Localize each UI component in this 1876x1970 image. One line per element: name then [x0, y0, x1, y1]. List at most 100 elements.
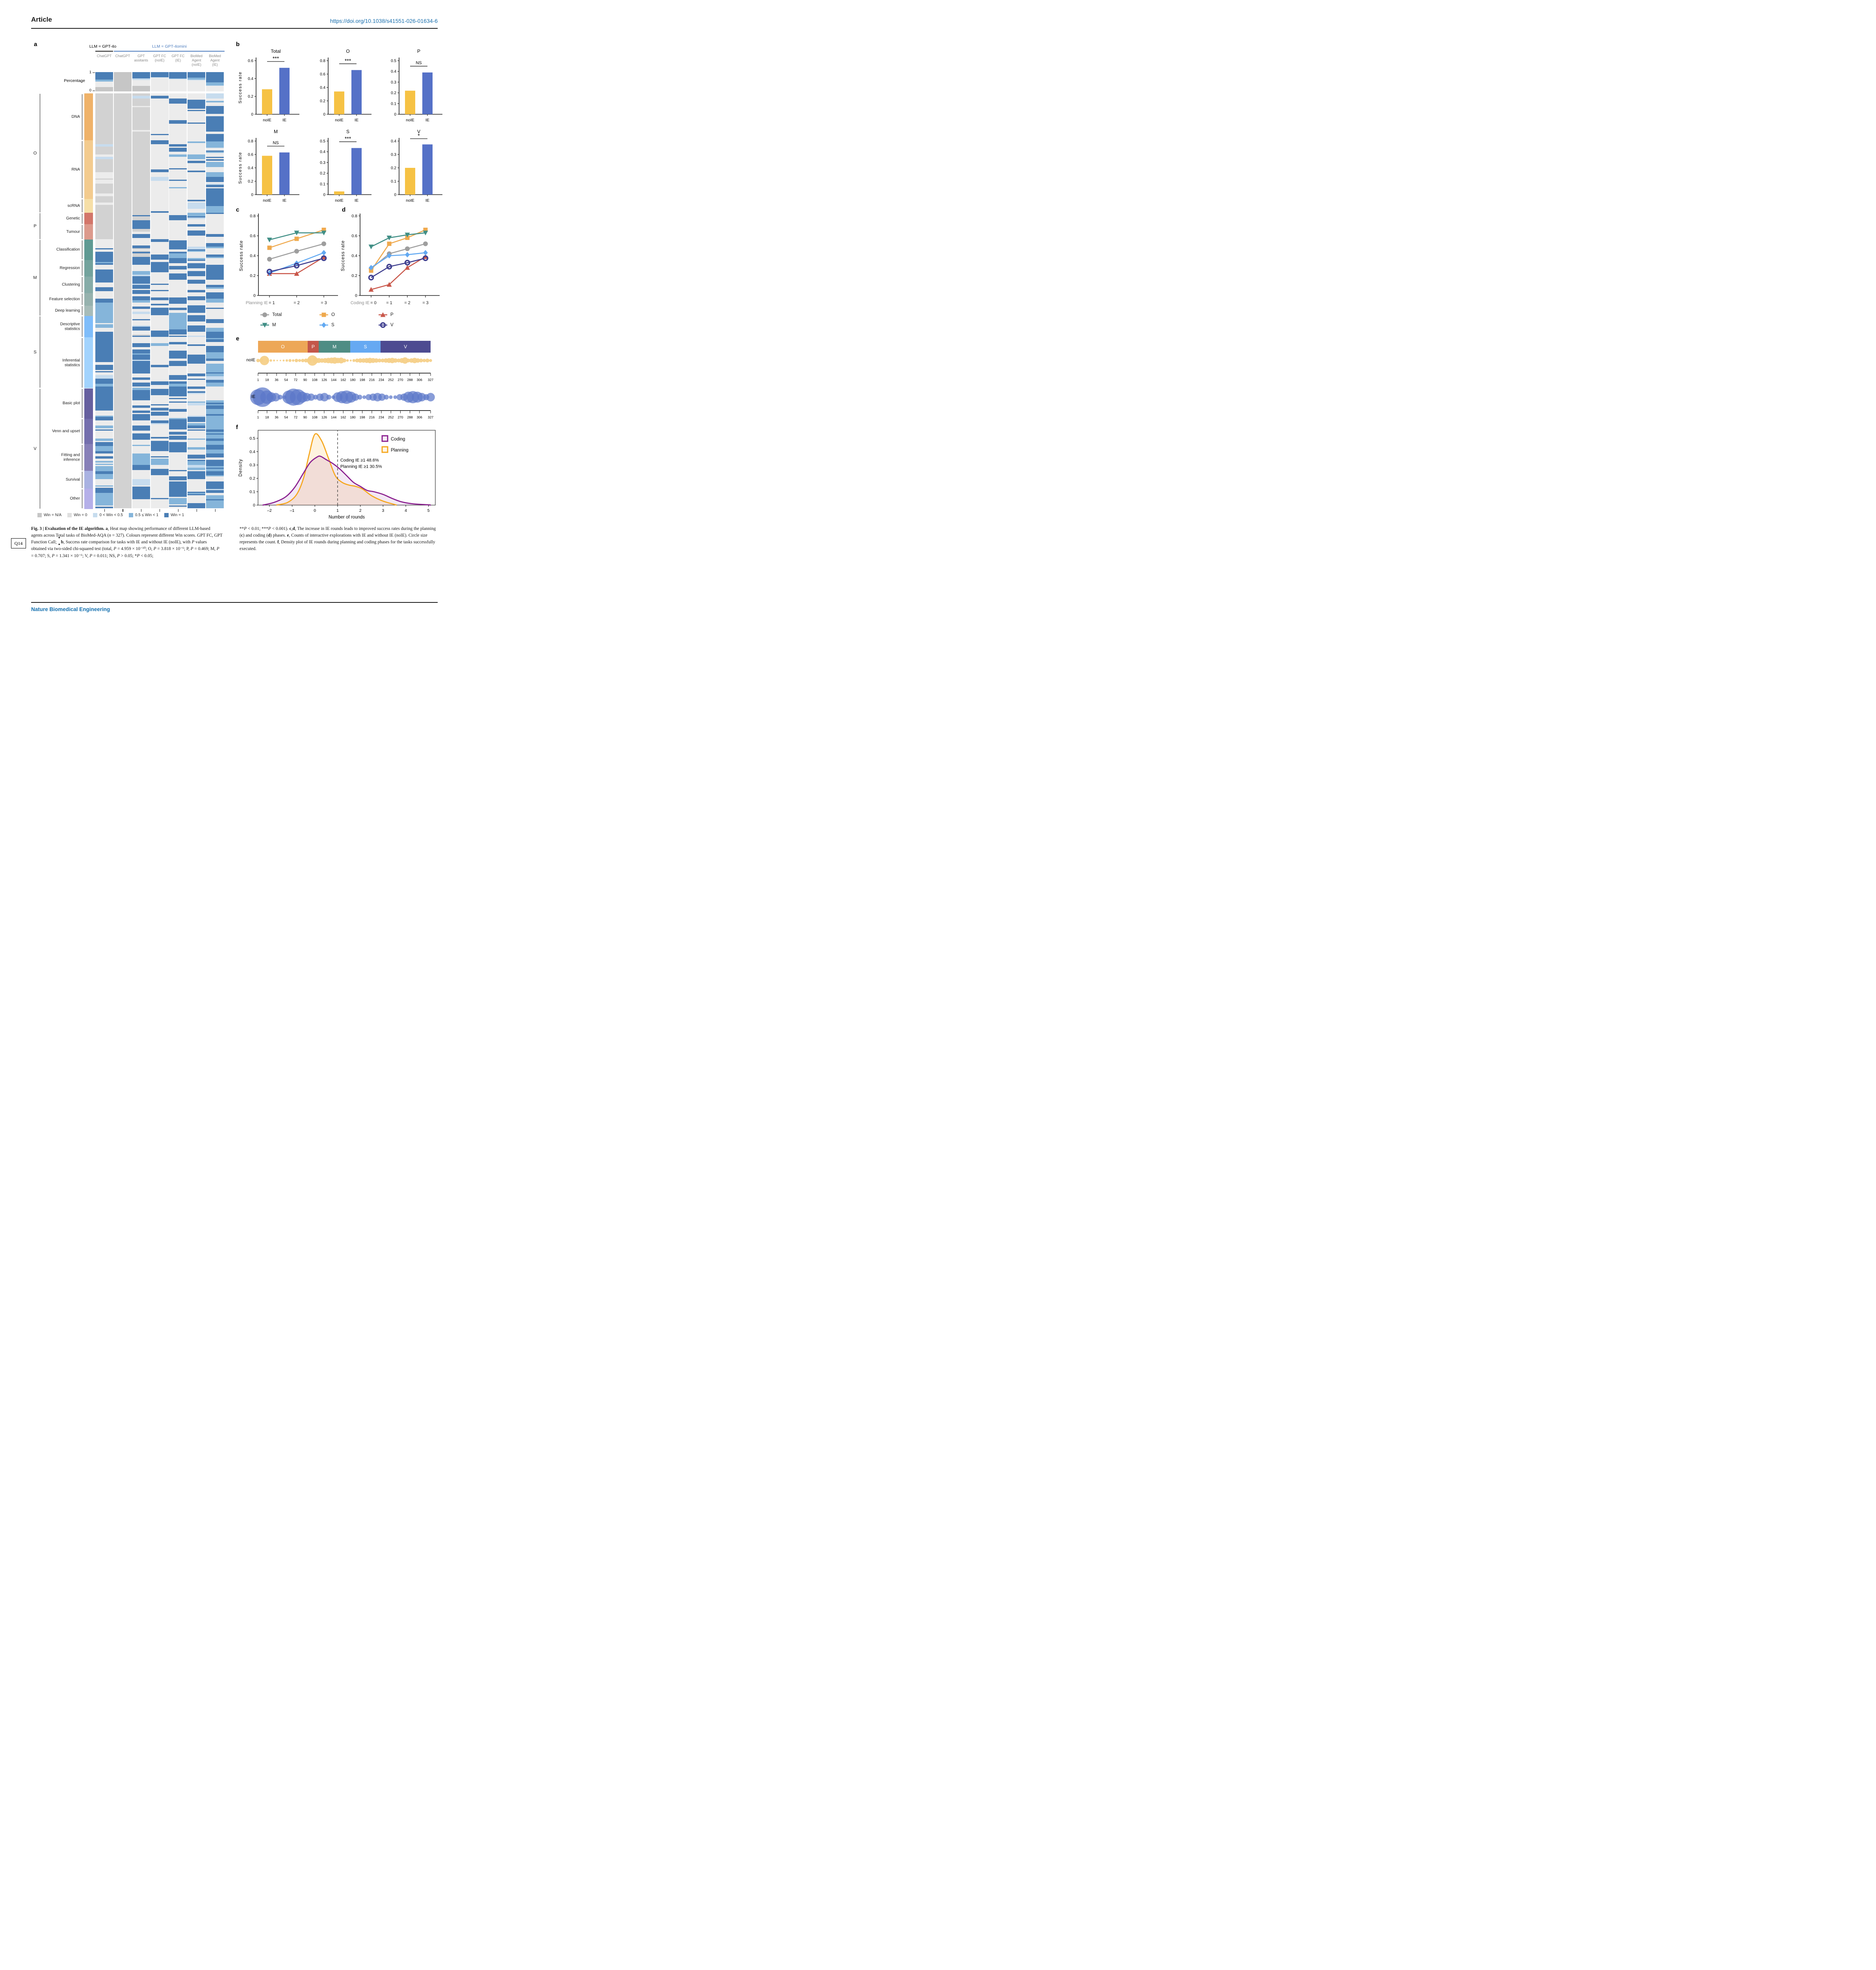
heatmap-cell: [132, 351, 150, 352]
heatmap-cell: [169, 167, 187, 168]
heatmap-cell: [132, 129, 150, 130]
heatmap-cell: [95, 283, 113, 285]
heatmap-cell: [188, 147, 206, 148]
heatmap-column: [206, 93, 224, 509]
percentage-tickmark-top: [93, 72, 95, 73]
heatmap-cell: [132, 444, 150, 446]
heatmap-cell: [132, 385, 150, 387]
heatmap-cell: [206, 470, 224, 472]
percentage-segment: [132, 78, 150, 80]
svg-text:= 0: = 0: [370, 301, 377, 305]
heatmap-cell: [113, 254, 132, 256]
heatmap-cell: [95, 119, 113, 120]
heatmap-cell: [169, 116, 187, 118]
svg-text:–1: –1: [290, 508, 295, 513]
heatmap-cell: [113, 283, 132, 285]
heatmap-cell: [169, 388, 187, 390]
heatmap-cell: [169, 244, 187, 246]
heatmap-cell: [206, 159, 224, 161]
heatmap-cell: [169, 195, 187, 196]
heatmap-cell: [95, 257, 113, 258]
heatmap-cell: [188, 230, 206, 232]
heatmap-cell: [113, 276, 132, 277]
heatmap-cell: [169, 332, 187, 333]
heatmap-cell: [150, 338, 169, 340]
heatmap-cell: [132, 403, 150, 404]
heatmap-cell: [113, 327, 132, 328]
heatmap-cell: [95, 330, 113, 332]
heatmap-cell: [113, 334, 132, 336]
heatmap-cell: [169, 275, 187, 276]
heatmap-cell: [132, 283, 150, 285]
heatmap-cell: [132, 155, 150, 157]
heatmap-cell: [113, 415, 132, 417]
heatmap-cell: [188, 304, 206, 305]
heatmap-cell: [113, 188, 132, 190]
svg-text:0.4: 0.4: [320, 150, 325, 154]
svg-text:180: 180: [350, 378, 355, 382]
heatmap-cell: [95, 243, 113, 245]
heatmap-cell: [188, 440, 206, 442]
heatmap-cell: [150, 457, 169, 459]
heatmap-cell: [113, 172, 132, 173]
heatmap-cell: [188, 366, 206, 368]
heatmap-cell: [95, 259, 113, 261]
heatmap-cell: [188, 264, 206, 266]
heatmap-cell: [113, 193, 132, 195]
heatmap-cell: [95, 492, 113, 494]
caption-run: , Counts of interactive explorations wit…: [240, 533, 427, 545]
heatmap-cell: [150, 310, 169, 312]
heatmap-cell: [132, 147, 150, 148]
category-strip-segment: [84, 388, 93, 419]
heatmap-cell: [169, 502, 187, 503]
heatmap-cell: [132, 208, 150, 210]
heatmap-cell: [132, 277, 150, 279]
percentage-segment: [169, 79, 187, 91]
heatmap-cell: [113, 316, 132, 318]
heatmap-cell: [206, 226, 224, 228]
heatmap-cell: [169, 181, 187, 182]
heatmap-cell: [95, 450, 113, 451]
heatmap-cell: [188, 112, 206, 114]
heatmap-cell: [150, 231, 169, 233]
heatmap-cell: [206, 252, 224, 253]
heatmap-cell: [169, 183, 187, 185]
svg-text:0.2: 0.2: [248, 95, 253, 99]
heatmap-cell: [169, 276, 187, 277]
heatmap-cell: [206, 384, 224, 385]
heatmap-cell: [206, 236, 224, 238]
heatmap-cell: [169, 103, 187, 105]
caption-run: f: [277, 540, 279, 545]
heatmap-cell: [95, 264, 113, 266]
category-strip-segment: [84, 305, 93, 316]
heatmap-cell: [169, 433, 187, 435]
heatmap-cell: [95, 229, 113, 230]
heatmap-cell: [95, 306, 113, 308]
svg-text:1: 1: [257, 378, 259, 382]
heatmap-cell: [169, 171, 187, 172]
heatmap-cell: [113, 113, 132, 115]
win-legend-swatch: [128, 513, 133, 517]
heatmap-cell: [113, 223, 132, 224]
heatmap-cell: [113, 136, 132, 138]
svg-text:*: *: [418, 132, 420, 139]
heatmap-cell: [169, 358, 187, 360]
heatmap-cell: [113, 301, 132, 303]
heatmap-cell: [206, 363, 224, 365]
doi-link[interactable]: https://doi.org/10.1038/s41551-026-01634…: [330, 18, 438, 24]
heatmap-cell: [132, 438, 150, 440]
heatmap-cell: [150, 97, 169, 98]
heatmap-cell: [132, 164, 150, 166]
heatmap-cell: [150, 160, 169, 162]
heatmap-cell: [188, 135, 206, 137]
heatmap-cell: [206, 300, 224, 301]
heatmap-cell: [132, 410, 150, 412]
heatmap-cell: [113, 141, 132, 143]
svg-text:0.2: 0.2: [320, 99, 325, 104]
heatmap-cell: [132, 319, 150, 321]
heatmap-cell: [132, 291, 150, 293]
heatmap-cell: [169, 125, 187, 126]
heatmap-cell: [206, 429, 224, 431]
heatmap-cell: [132, 348, 150, 350]
heatmap-cell: [150, 249, 169, 251]
